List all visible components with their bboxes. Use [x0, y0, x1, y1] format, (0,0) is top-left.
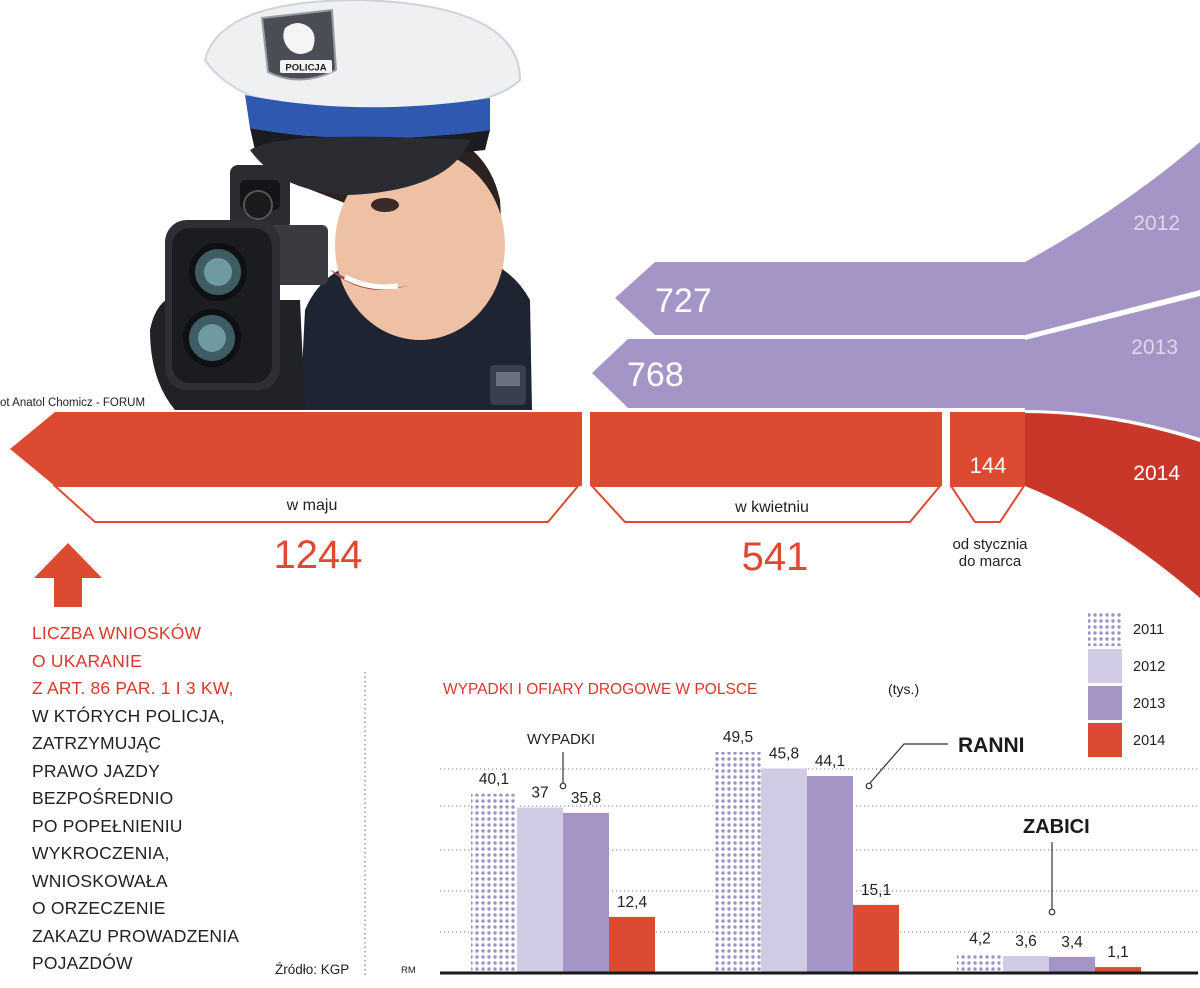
caption-may: w maju — [286, 497, 338, 514]
caption-jan-mar-line1: od stycznia — [952, 536, 1028, 553]
requests-description: LICZBA WNIOSKÓW O UKARANIE Z ART. 86 PAR… — [32, 620, 239, 978]
caption-jan-mar-line2: do marca — [959, 553, 1022, 570]
description-line-10: POJAZDÓW — [32, 953, 133, 973]
legend-swatch-2013 — [1088, 686, 1122, 720]
value-may: 1244 — [274, 533, 363, 577]
chart-unit: (tys.) — [888, 681, 919, 697]
bar-label-zabici-2011: 4,2 — [969, 930, 991, 947]
bar-wypadki-2011 — [471, 793, 517, 972]
bar-label-wypadki-2013: 35,8 — [571, 790, 601, 807]
bar-label-wypadki-2012: 37 — [531, 785, 548, 802]
bar-label-ranni-2013: 44,1 — [815, 753, 845, 770]
description-line-2: ZATRZYMUJĄC — [32, 733, 162, 753]
description-line-red-1: LICZBA WNIOSKÓW — [32, 623, 202, 643]
police-photo: POLICJA ot Anatol Chomicz - FORUM — [0, 0, 532, 410]
category-callout-zabici: ZABICI — [1023, 816, 1090, 916]
band-2013 — [1025, 296, 1200, 438]
bar-wypadki-2012 — [517, 807, 563, 972]
legend-swatch-2014 — [1088, 723, 1122, 757]
bar-label-ranni-2011: 49,5 — [723, 729, 753, 746]
legend-label-2011: 2011 — [1133, 622, 1164, 638]
legend-label-2014: 2014 — [1133, 733, 1165, 749]
description-line-red-2: O UKARANIE — [32, 650, 142, 671]
bar-wypadki-2013 — [563, 812, 609, 972]
arrow-2013 — [592, 339, 1025, 408]
photo-credit: ot Anatol Chomicz - FORUM — [0, 397, 145, 409]
category-label-wypadki: WYPADKI — [527, 731, 595, 748]
legend-swatch-2012 — [1088, 649, 1122, 683]
arrow-may — [10, 412, 582, 486]
legend-label-2012: 2012 — [1133, 659, 1165, 675]
arrow-2012 — [615, 262, 1025, 335]
year-label-2014: 2014 — [1133, 462, 1180, 485]
source-note: Źródło: KGP — [275, 962, 349, 977]
year-bands: 2012 2013 2014 — [1025, 142, 1200, 598]
value-jan-mar: 144 — [970, 453, 1007, 478]
description-line-9: ZAKAZU PROWADZENIA — [32, 925, 240, 946]
author-initials: RM — [401, 965, 416, 976]
bar-label-zabici-2014: 1,1 — [1107, 944, 1129, 961]
category-label-ranni: RANNI — [958, 734, 1025, 757]
year-label-2013: 2013 — [1131, 336, 1178, 359]
block-jan-mar — [950, 412, 1025, 486]
block-april — [590, 412, 942, 486]
chart-bar-labels: 40,1 37 35,8 12,4 49,5 45,8 44,1 15,1 4,2 3,6 3,4 1… — [479, 729, 1129, 961]
bar-label-ranni-2012: 45,8 — [769, 745, 799, 762]
description-line-1: W KTÓRYCH POLICJA, — [32, 705, 225, 726]
bar-zabici-2011 — [957, 953, 1003, 972]
legend-swatch-2011 — [1088, 612, 1122, 646]
chart-legend: 2011 2012 2013 2014 — [1088, 612, 1165, 757]
value-2013: 768 — [627, 356, 684, 394]
up-arrow-icon — [34, 543, 102, 607]
speed-radar-gun — [165, 165, 328, 390]
bar-ranni-2012 — [761, 768, 807, 972]
police-cap: POLICJA — [203, 0, 522, 195]
bar-zabici-2013 — [1049, 956, 1095, 972]
category-callout-ranni: RANNI — [865, 734, 1025, 790]
description-line-5: PO POPEŁNIENIU — [32, 815, 183, 836]
bar-label-ranni-2014: 15,1 — [861, 882, 891, 899]
bar-zabici-2014 — [1095, 967, 1141, 972]
bar-zabici-2012 — [1003, 956, 1049, 972]
bar-label-wypadki-2011: 40,1 — [479, 771, 509, 788]
accidents-bar-chart: WYPADKI I OFIARY DROGOWE W POLSCE (tys.)… — [440, 612, 1198, 975]
cap-badge-label: POLICJA — [285, 63, 326, 74]
bar-wypadki-2014 — [609, 916, 655, 972]
bar-label-wypadki-2014: 12,4 — [617, 894, 648, 911]
description-line-7: WNIOSKOWAŁA — [32, 870, 168, 891]
value-2012: 727 — [655, 282, 712, 320]
description-line-8: O ORZECZENIE — [32, 898, 166, 918]
bracket-may — [52, 485, 581, 523]
description-line-6: WYKROCZENIA, — [32, 843, 170, 863]
bar-label-zabici-2013: 3,4 — [1061, 934, 1083, 951]
description-line-4: BEZPOŚREDNIO — [32, 788, 174, 808]
category-callout-wypadki: WYPADKI — [527, 731, 595, 790]
chart-bars — [471, 752, 1141, 972]
category-label-zabici: ZABICI — [1023, 816, 1090, 838]
caption-april: w kwietniu — [734, 499, 809, 516]
description-line-3: PRAWO JAZDY — [32, 760, 160, 781]
bar-ranni-2013 — [807, 776, 853, 972]
bar-ranni-2011 — [715, 752, 761, 972]
value-april: 541 — [742, 535, 809, 579]
description-line-red-3: Z ART. 86 PAR. 1 I 3 KW, — [32, 678, 234, 698]
chart-title: WYPADKI I OFIARY DROGOWE W POLSCE — [443, 681, 757, 698]
band-2012 — [1025, 142, 1200, 335]
bracket-jan-mar — [949, 485, 1026, 523]
bar-label-zabici-2012: 3,6 — [1015, 933, 1037, 950]
bracket-april — [589, 485, 943, 523]
band-2014 — [1025, 413, 1200, 598]
year-label-2012: 2012 — [1133, 212, 1180, 235]
bar-ranni-2014 — [853, 904, 899, 972]
legend-label-2013: 2013 — [1133, 696, 1165, 712]
